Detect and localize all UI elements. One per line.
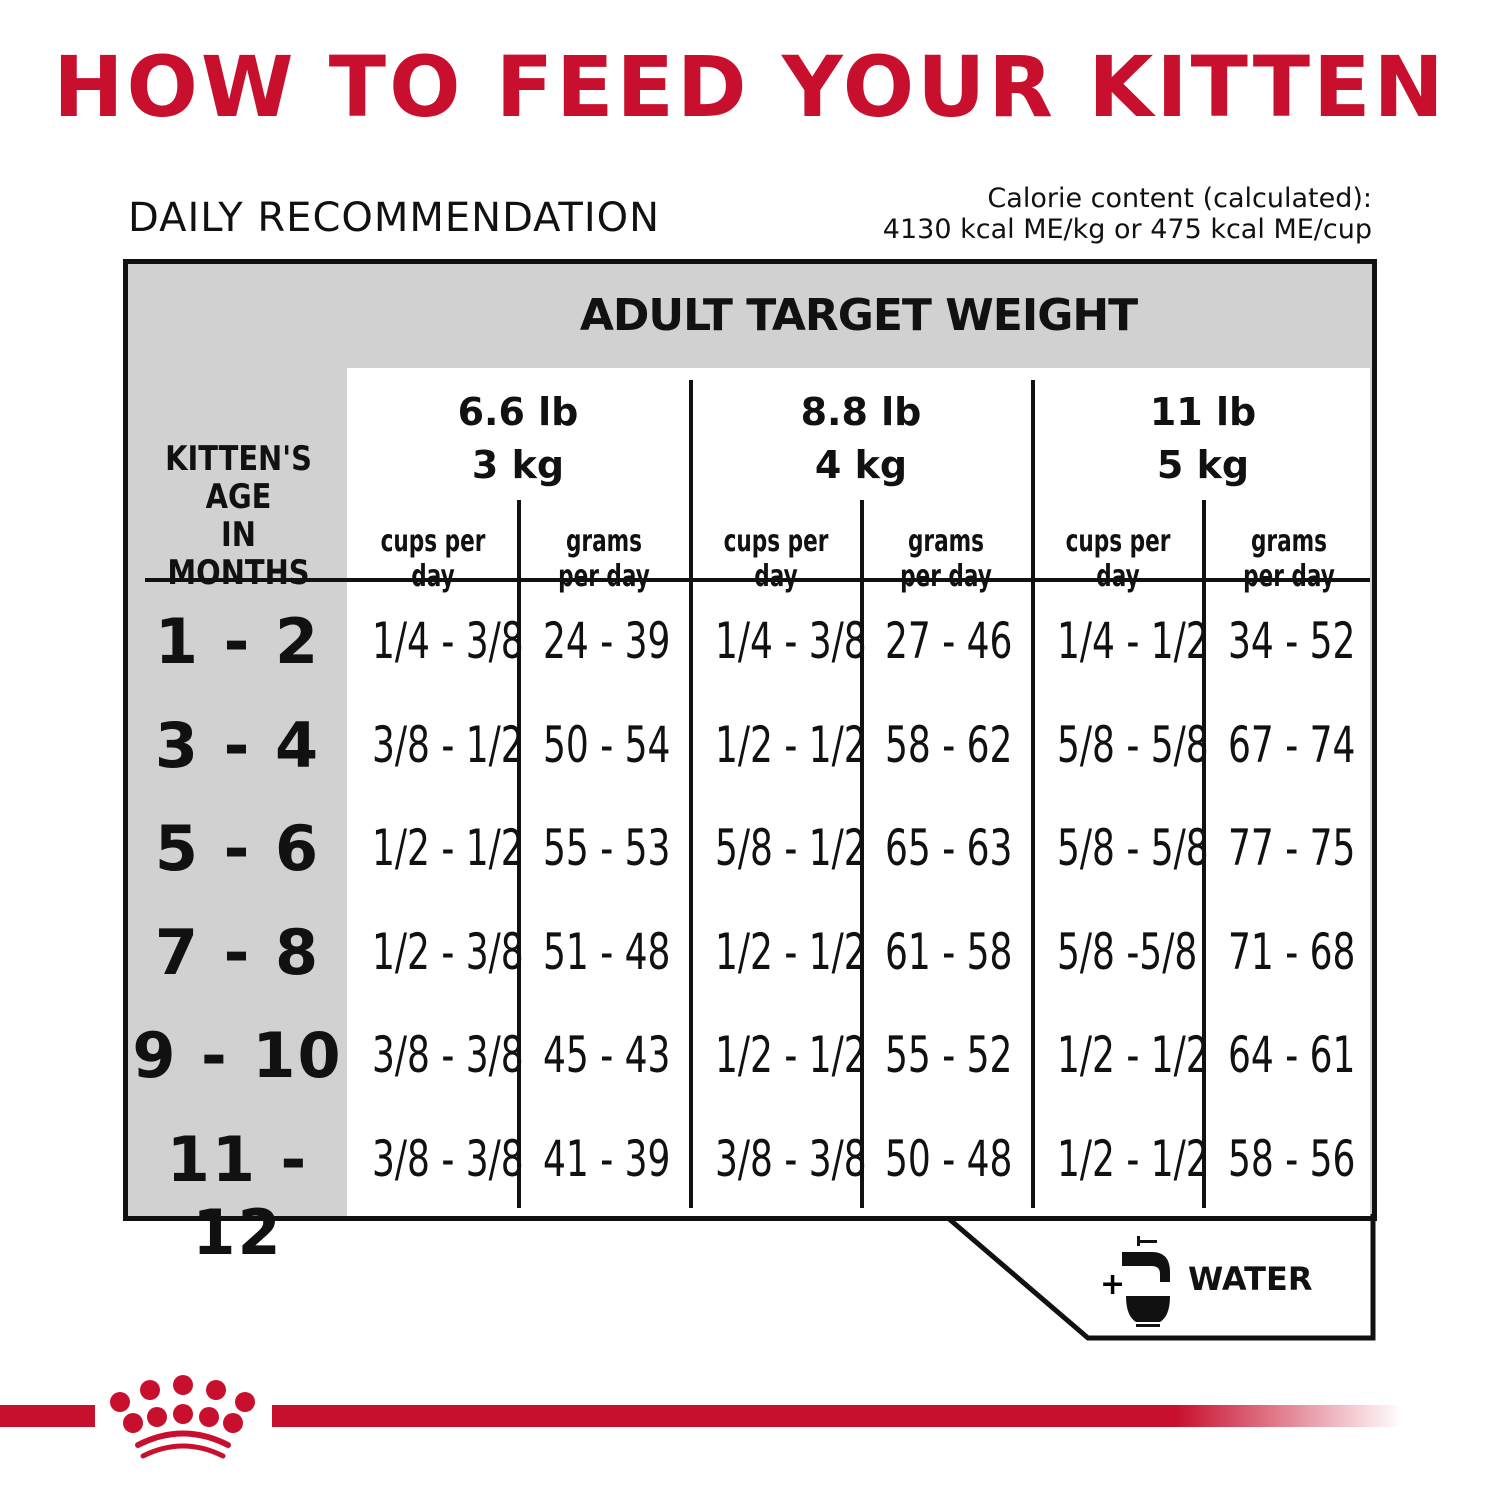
- royal-canin-crown-logo: [110, 1375, 255, 1459]
- age-range: 3 - 4: [154, 708, 321, 782]
- table-cell: 64 - 61: [1227, 1026, 1356, 1084]
- table-cell: 65 - 63: [884, 819, 1013, 877]
- age-header-line: KITTEN'S: [165, 439, 312, 479]
- table-cell: 5/8 - 5/8: [1056, 715, 1209, 774]
- column-divider: [860, 500, 864, 1208]
- table-cell: 1/2 - 1/2: [1056, 1026, 1209, 1084]
- table-cell: 1/2 - 1/2: [714, 1026, 867, 1084]
- table-cell: 1/2 - 1/2: [714, 715, 867, 774]
- table-cell: 3/8 - 3/8: [371, 1129, 524, 1188]
- table-cell: 67 - 74: [1227, 715, 1356, 774]
- weight-kg: 3 kg: [471, 443, 565, 487]
- table-cell: 55 - 52: [884, 1026, 1013, 1084]
- table-cell: 5/8 - 1/2: [714, 819, 867, 877]
- column-header: grams per day: [900, 524, 992, 594]
- table-cell: 50 - 48: [884, 1129, 1013, 1188]
- group-divider: [689, 380, 693, 1208]
- header-divider: [145, 578, 1370, 582]
- table-cell: 1/4 - 1/2: [1056, 612, 1209, 670]
- brand-stripe-right: [272, 1405, 1402, 1427]
- table-cell: 71 - 68: [1227, 922, 1356, 981]
- weight-lb: 8.8 lb: [800, 390, 922, 434]
- age-range: 11 - 12: [166, 1122, 309, 1269]
- adult-target-weight-header: ADULT TARGET WEIGHT: [579, 290, 1138, 341]
- table-cell: 34 - 52: [1227, 612, 1356, 670]
- table-cell: 27 - 46: [884, 612, 1013, 670]
- weight-lb: 11 lb: [1149, 390, 1257, 434]
- weight-header: 8.8 lb 4 kg: [691, 386, 1031, 492]
- faucet-bowl-icon: +: [1100, 1236, 1170, 1327]
- table-cell: 3/8 - 1/2: [371, 715, 524, 774]
- column-divider: [517, 500, 521, 1208]
- column-header: cups per day: [723, 524, 829, 594]
- table-cell: 51 - 48: [542, 922, 671, 981]
- page-title: HOW TO FEED YOUR KITTEN: [53, 38, 1447, 136]
- table-cell: 45 - 43: [542, 1026, 671, 1084]
- calorie-line-2: 4130 kcal ME/kg or 475 kcal ME/cup: [882, 214, 1372, 245]
- age-range: 1 - 2: [154, 605, 321, 678]
- water-label: WATER: [1188, 1260, 1313, 1298]
- table-cell: 1/2 - 3/8: [371, 922, 524, 981]
- table-cell: 3/8 - 3/8: [371, 1026, 524, 1084]
- table-cell: 1/4 - 3/8: [714, 612, 867, 670]
- table-cell: 1/2 - 1/2: [371, 819, 524, 877]
- table-cell: 5/8 - 5/8: [1056, 819, 1209, 877]
- column-header: grams per day: [1243, 524, 1335, 594]
- age-range: 7 - 8: [154, 915, 321, 989]
- table-cell: 55 - 53: [542, 819, 671, 877]
- table-cell: 41 - 39: [542, 1129, 671, 1188]
- age-range: 5 - 6: [154, 812, 321, 885]
- plus-sign: +: [1100, 1267, 1125, 1302]
- table-body-bg: [347, 368, 1370, 1216]
- table-cell: 50 - 54: [542, 715, 671, 774]
- table-cell: 61 - 58: [884, 922, 1013, 981]
- age-range: 9 - 10: [132, 1019, 343, 1092]
- table-cell: 1/2 - 1/2: [714, 922, 867, 981]
- weight-lb: 6.6 lb: [457, 390, 579, 434]
- weight-header: 11 lb 5 kg: [1033, 386, 1373, 492]
- age-header-line: AGE: [205, 477, 272, 517]
- table-cell: 58 - 62: [884, 715, 1013, 774]
- table-cell: 3/8 - 3/8: [714, 1129, 867, 1188]
- weight-kg: 4 kg: [814, 443, 908, 487]
- table-cell: 77 - 75: [1227, 819, 1356, 877]
- weight-header: 6.6 lb 3 kg: [348, 386, 688, 492]
- age-header-line: IN MONTHS: [167, 515, 310, 593]
- brand-stripe-left: [0, 1405, 95, 1427]
- column-header: cups per day: [380, 524, 486, 594]
- table-cell: 1/2 - 1/2: [1056, 1129, 1209, 1188]
- age-header: KITTEN'S AGE IN MONTHS: [146, 440, 330, 592]
- daily-recommendation-label: DAILY RECOMMENDATION: [128, 195, 661, 241]
- column-header: cups per day: [1065, 524, 1171, 594]
- calorie-content: Calorie content (calculated): 4130 kcal …: [883, 183, 1372, 245]
- table-cell: 58 - 56: [1227, 1129, 1356, 1188]
- weight-kg: 5 kg: [1156, 443, 1250, 487]
- table-cell: 24 - 39: [542, 612, 671, 670]
- water-box: +: [946, 1214, 1376, 1341]
- column-header: grams per day: [558, 524, 650, 594]
- calorie-line-1: Calorie content (calculated):: [987, 183, 1372, 214]
- table-cell: 1/4 - 3/8: [371, 612, 524, 670]
- group-divider: [1031, 380, 1035, 1208]
- table-cell: 5/8 -5/8: [1056, 922, 1198, 981]
- column-divider: [1202, 500, 1206, 1208]
